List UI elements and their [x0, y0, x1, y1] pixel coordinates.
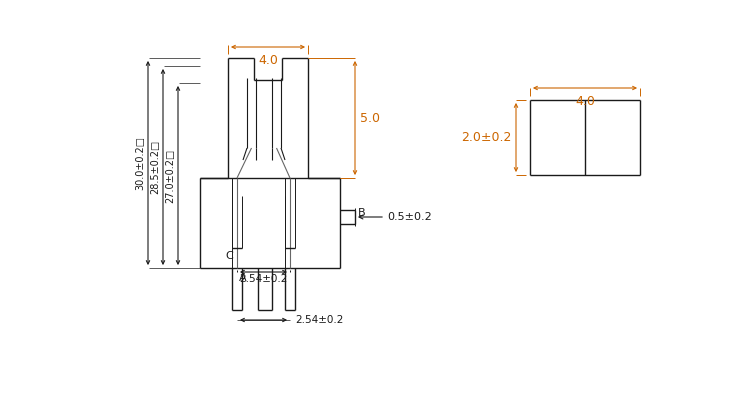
Text: 0.5±0.2: 0.5±0.2 — [387, 212, 432, 222]
Text: 2.54±0.2: 2.54±0.2 — [295, 315, 344, 325]
Text: A: A — [239, 273, 247, 283]
Text: C: C — [225, 251, 233, 261]
Text: 4.0: 4.0 — [258, 54, 278, 67]
Text: 28.5±0.2□: 28.5±0.2□ — [150, 140, 160, 194]
Text: 2.0±0.2: 2.0±0.2 — [460, 131, 511, 144]
Text: 2.54±0.2: 2.54±0.2 — [239, 274, 288, 284]
Text: B: B — [358, 208, 366, 218]
Text: 5.0: 5.0 — [360, 112, 380, 124]
Text: 27.0±0.2□: 27.0±0.2□ — [165, 148, 175, 203]
Text: 30.0±0.2□: 30.0±0.2□ — [135, 136, 145, 190]
Text: 4.0: 4.0 — [575, 95, 595, 108]
